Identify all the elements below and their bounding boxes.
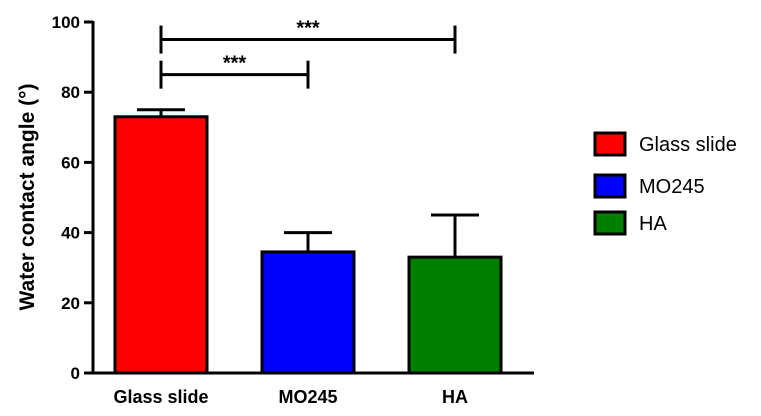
y-tick-label: 40 bbox=[61, 224, 80, 243]
legend-entry-label: MO245 bbox=[639, 176, 705, 198]
legend-swatch bbox=[593, 210, 627, 236]
x-tick-label: MO245 bbox=[278, 387, 337, 407]
y-tick-label: 0 bbox=[71, 364, 80, 383]
y-tick-label: 80 bbox=[61, 83, 80, 102]
significance-label: *** bbox=[223, 53, 247, 75]
legend-entry-label: HA bbox=[639, 213, 667, 235]
bar-glass-slide bbox=[113, 115, 209, 375]
bar-mo245 bbox=[260, 250, 356, 375]
y-axis-label: Water contact angle (°) bbox=[16, 84, 39, 311]
significance-brackets: *** *** bbox=[159, 18, 457, 89]
legend-swatch bbox=[593, 131, 627, 157]
bar-ha bbox=[407, 255, 503, 375]
x-tick-label: HA bbox=[442, 387, 468, 407]
x-tick-label: Glass slide bbox=[113, 387, 208, 407]
significance-label: *** bbox=[296, 18, 320, 40]
x-axis: Glass slide MO245 HA bbox=[92, 371, 534, 407]
y-axis: 0 20 40 60 80 100 bbox=[52, 13, 95, 383]
y-tick-label: 20 bbox=[61, 294, 80, 313]
legend: Glass slide MO245 HA bbox=[593, 131, 737, 236]
legend-swatch bbox=[593, 173, 627, 199]
error-bars bbox=[137, 108, 479, 258]
y-tick-label: 60 bbox=[61, 153, 80, 172]
y-tick-label: 100 bbox=[52, 13, 80, 32]
legend-entry-label: Glass slide bbox=[639, 134, 737, 156]
